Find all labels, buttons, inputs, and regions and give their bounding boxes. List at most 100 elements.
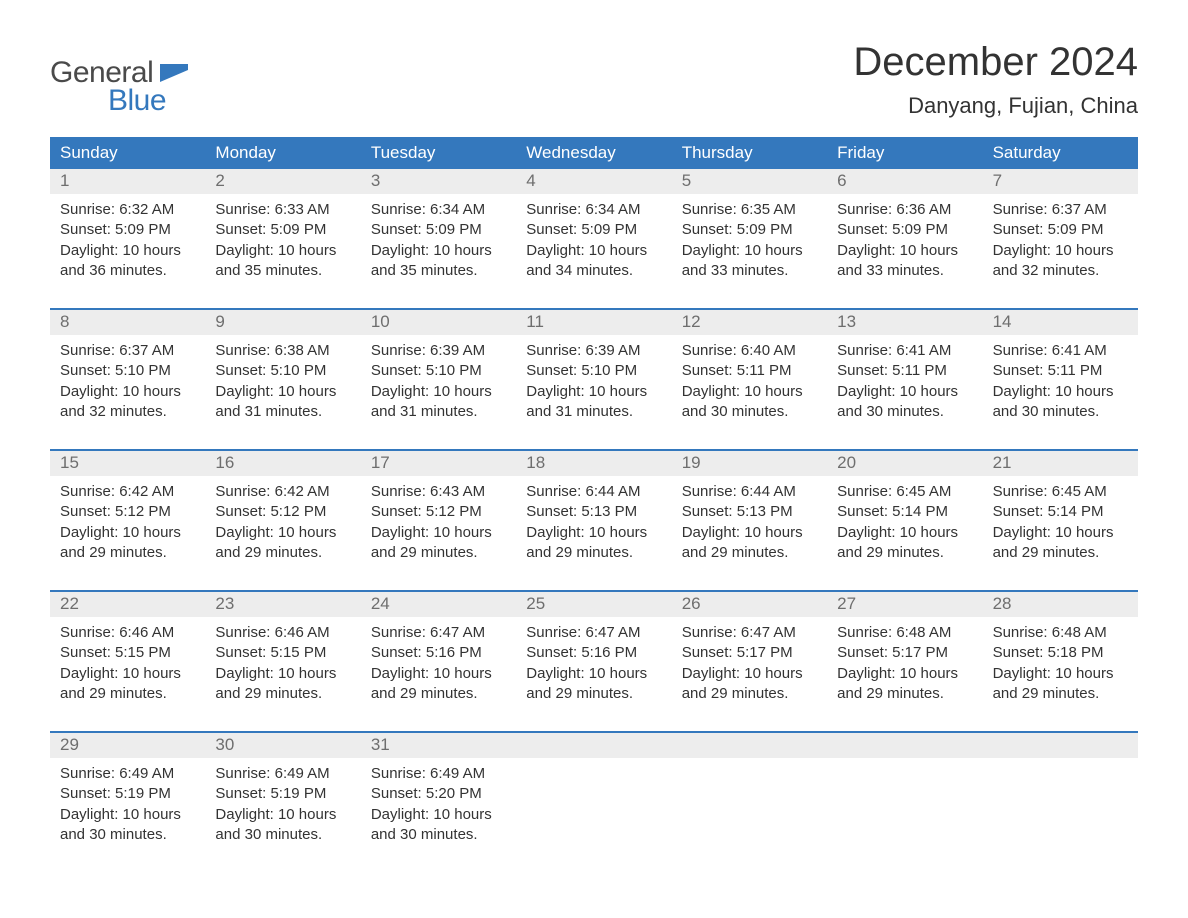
day-sunrise: Sunrise: 6:49 AM <box>60 764 195 784</box>
day-cell: Sunrise: 6:49 AMSunset: 5:19 PMDaylight:… <box>50 758 205 858</box>
day-cell: Sunrise: 6:42 AMSunset: 5:12 PMDaylight:… <box>205 476 360 576</box>
day-daylight2: and 36 minutes. <box>60 261 195 281</box>
day-sunrise: Sunrise: 6:48 AM <box>837 623 972 643</box>
day-daylight2: and 30 minutes. <box>60 825 195 845</box>
day-number: 6 <box>827 169 982 194</box>
day-sunrise: Sunrise: 6:48 AM <box>993 623 1128 643</box>
day-sunrise: Sunrise: 6:46 AM <box>215 623 350 643</box>
day-cell: Sunrise: 6:46 AMSunset: 5:15 PMDaylight:… <box>50 617 205 717</box>
day-daylight1: Daylight: 10 hours <box>371 382 506 402</box>
day-number <box>827 733 982 758</box>
day-cell: Sunrise: 6:35 AMSunset: 5:09 PMDaylight:… <box>672 194 827 294</box>
day-daylight2: and 33 minutes. <box>682 261 817 281</box>
day-sunset: Sunset: 5:16 PM <box>526 643 661 663</box>
day-cell: Sunrise: 6:48 AMSunset: 5:18 PMDaylight:… <box>983 617 1138 717</box>
day-daylight2: and 30 minutes. <box>993 402 1128 422</box>
day-sunset: Sunset: 5:15 PM <box>215 643 350 663</box>
day-number: 8 <box>50 310 205 335</box>
weekday-header: Thursday <box>672 137 827 169</box>
day-daylight2: and 35 minutes. <box>371 261 506 281</box>
day-number <box>672 733 827 758</box>
day-sunset: Sunset: 5:12 PM <box>215 502 350 522</box>
day-sunrise: Sunrise: 6:47 AM <box>682 623 817 643</box>
day-daylight1: Daylight: 10 hours <box>993 241 1128 261</box>
day-daylight1: Daylight: 10 hours <box>371 523 506 543</box>
day-sunrise: Sunrise: 6:37 AM <box>993 200 1128 220</box>
day-sunrise: Sunrise: 6:42 AM <box>215 482 350 502</box>
day-daylight2: and 30 minutes. <box>215 825 350 845</box>
day-number: 27 <box>827 592 982 617</box>
day-daylight1: Daylight: 10 hours <box>215 523 350 543</box>
day-sunset: Sunset: 5:11 PM <box>993 361 1128 381</box>
day-number: 13 <box>827 310 982 335</box>
day-daylight2: and 29 minutes. <box>993 543 1128 563</box>
day-cell: Sunrise: 6:38 AMSunset: 5:10 PMDaylight:… <box>205 335 360 435</box>
day-daylight1: Daylight: 10 hours <box>215 664 350 684</box>
day-sunrise: Sunrise: 6:47 AM <box>371 623 506 643</box>
day-sunrise: Sunrise: 6:42 AM <box>60 482 195 502</box>
day-daylight2: and 33 minutes. <box>837 261 972 281</box>
weekday-header: Monday <box>205 137 360 169</box>
day-number: 22 <box>50 592 205 617</box>
location-label: Danyang, Fujian, China <box>853 93 1138 119</box>
day-cell: Sunrise: 6:44 AMSunset: 5:13 PMDaylight:… <box>516 476 671 576</box>
daynum-row: 15161718192021 <box>50 451 1138 476</box>
day-sunset: Sunset: 5:09 PM <box>60 220 195 240</box>
day-daylight2: and 29 minutes. <box>215 684 350 704</box>
day-cell: Sunrise: 6:48 AMSunset: 5:17 PMDaylight:… <box>827 617 982 717</box>
day-sunrise: Sunrise: 6:41 AM <box>993 341 1128 361</box>
day-number: 10 <box>361 310 516 335</box>
daynum-row: 1234567 <box>50 169 1138 194</box>
day-daylight2: and 35 minutes. <box>215 261 350 281</box>
weekday-header-row: SundayMondayTuesdayWednesdayThursdayFrid… <box>50 137 1138 169</box>
day-sunrise: Sunrise: 6:46 AM <box>60 623 195 643</box>
day-daylight1: Daylight: 10 hours <box>371 664 506 684</box>
calendar-week: 15161718192021Sunrise: 6:42 AMSunset: 5:… <box>50 449 1138 576</box>
day-daylight2: and 29 minutes. <box>682 543 817 563</box>
weekday-header: Saturday <box>983 137 1138 169</box>
day-number: 3 <box>361 169 516 194</box>
day-daylight2: and 29 minutes. <box>526 684 661 704</box>
day-daylight2: and 32 minutes. <box>60 402 195 422</box>
weekday-header: Tuesday <box>361 137 516 169</box>
calendar: SundayMondayTuesdayWednesdayThursdayFrid… <box>50 137 1138 858</box>
day-daylight2: and 30 minutes. <box>682 402 817 422</box>
day-number: 24 <box>361 592 516 617</box>
day-number: 21 <box>983 451 1138 476</box>
calendar-week: 293031Sunrise: 6:49 AMSunset: 5:19 PMDay… <box>50 731 1138 858</box>
day-cell: Sunrise: 6:41 AMSunset: 5:11 PMDaylight:… <box>827 335 982 435</box>
day-sunset: Sunset: 5:14 PM <box>837 502 972 522</box>
day-number: 25 <box>516 592 671 617</box>
day-sunset: Sunset: 5:09 PM <box>993 220 1128 240</box>
day-daylight1: Daylight: 10 hours <box>526 664 661 684</box>
day-sunset: Sunset: 5:12 PM <box>60 502 195 522</box>
day-sunset: Sunset: 5:09 PM <box>682 220 817 240</box>
day-number <box>983 733 1138 758</box>
daynum-row: 293031 <box>50 733 1138 758</box>
day-cell: Sunrise: 6:41 AMSunset: 5:11 PMDaylight:… <box>983 335 1138 435</box>
day-sunset: Sunset: 5:20 PM <box>371 784 506 804</box>
day-sunrise: Sunrise: 6:39 AM <box>526 341 661 361</box>
day-daylight2: and 29 minutes. <box>215 543 350 563</box>
day-sunset: Sunset: 5:16 PM <box>371 643 506 663</box>
day-number: 30 <box>205 733 360 758</box>
day-sunrise: Sunrise: 6:34 AM <box>371 200 506 220</box>
day-number: 1 <box>50 169 205 194</box>
day-cell: Sunrise: 6:39 AMSunset: 5:10 PMDaylight:… <box>361 335 516 435</box>
day-sunset: Sunset: 5:09 PM <box>837 220 972 240</box>
day-daylight1: Daylight: 10 hours <box>526 523 661 543</box>
day-daylight1: Daylight: 10 hours <box>371 805 506 825</box>
day-cell: Sunrise: 6:40 AMSunset: 5:11 PMDaylight:… <box>672 335 827 435</box>
day-cell: Sunrise: 6:32 AMSunset: 5:09 PMDaylight:… <box>50 194 205 294</box>
calendar-week: 22232425262728Sunrise: 6:46 AMSunset: 5:… <box>50 590 1138 717</box>
day-cell: Sunrise: 6:37 AMSunset: 5:10 PMDaylight:… <box>50 335 205 435</box>
day-sunset: Sunset: 5:13 PM <box>526 502 661 522</box>
day-daylight1: Daylight: 10 hours <box>215 382 350 402</box>
day-cell <box>672 758 827 858</box>
day-cell: Sunrise: 6:44 AMSunset: 5:13 PMDaylight:… <box>672 476 827 576</box>
day-number: 4 <box>516 169 671 194</box>
day-daylight1: Daylight: 10 hours <box>215 241 350 261</box>
day-sunset: Sunset: 5:10 PM <box>60 361 195 381</box>
day-daylight2: and 32 minutes. <box>993 261 1128 281</box>
day-daylight1: Daylight: 10 hours <box>60 664 195 684</box>
